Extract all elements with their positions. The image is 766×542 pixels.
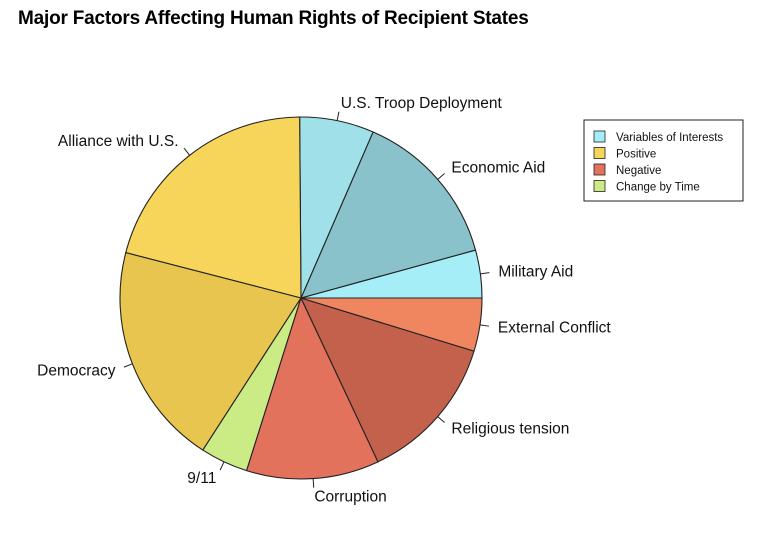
pie-label-economic-aid: Economic Aid (451, 160, 545, 177)
label-tick-economic-aid (437, 173, 445, 180)
label-tick-external-conflict (479, 324, 490, 327)
label-tick-religious-tension (437, 416, 445, 423)
pie-label-corruption: Corruption (314, 489, 386, 506)
chart-title: Major Factors Affecting Human Rights of … (18, 8, 529, 29)
pie-label-9-11: 9/11 (187, 470, 216, 487)
legend-swatch-negative (593, 163, 606, 176)
pie-label-military-aid: Military Aid (498, 263, 573, 280)
legend-box (583, 119, 744, 202)
pie-slice-alliance-with-u-s (125, 116, 302, 299)
pie-labels: Military Aid Economic Aid U.S. Troop Deplo… (37, 95, 611, 506)
legend: Variables of Interests Positive Negative Ch… (583, 119, 744, 202)
legend-label-negative: Negative (616, 165, 661, 177)
legend-label-variables-of-interests: Variables of Interests (616, 132, 723, 144)
pie-slice-economic-aid (300, 131, 477, 299)
label-tick-democracy (123, 363, 133, 368)
legend-swatch-positive (593, 147, 606, 159)
pie-slice-external-conflict (300, 297, 483, 352)
label-tick-alliance-with-u-s (183, 147, 191, 156)
pie-slice-corruption (246, 297, 379, 480)
legend-items: Variables of Interests Positive Negative Ch… (593, 130, 723, 194)
label-tick-military-aid (480, 272, 490, 275)
pie-label-religious-tension: Religious tension (451, 420, 569, 437)
label-tick-9-11 (219, 461, 225, 471)
legend-label-change-by-time: Change by Time (616, 182, 700, 194)
pie-label-external-conflict: External Conflict (498, 320, 612, 337)
pie-label-democracy: Democracy (37, 362, 116, 379)
legend-swatch-change-by-time (593, 180, 606, 192)
label-tick-corruption (312, 478, 315, 488)
legend-label-positive: Positive (616, 149, 656, 161)
legend-swatch-variables-of-interests (593, 130, 606, 143)
pie-slices (119, 116, 483, 480)
pie-label-u-s-troop-deployment: U.S. Troop Deployment (341, 95, 503, 112)
pie-label-alliance-with-u-s: Alliance with U.S. (58, 133, 179, 150)
pie-slice-democracy (119, 252, 302, 451)
label-tick-u-s-troop-deployment (336, 111, 340, 121)
